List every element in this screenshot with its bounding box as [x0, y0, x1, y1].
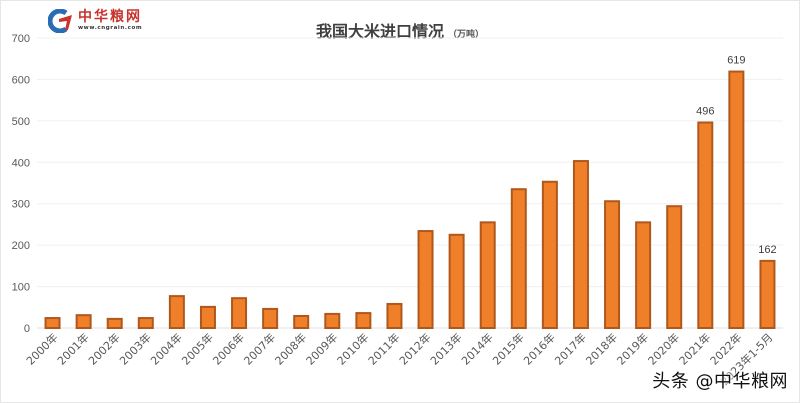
y-tick-label: 600	[12, 74, 30, 86]
bar	[417, 230, 434, 329]
x-tick-label: 2002年	[85, 330, 122, 367]
data-label: 496	[696, 106, 714, 118]
x-tick-label: 2012年	[396, 330, 433, 367]
bar	[386, 302, 403, 330]
bar	[168, 295, 185, 330]
chart-title-unit: （万吨）	[448, 30, 485, 40]
bar	[510, 188, 527, 329]
bar	[635, 221, 652, 330]
y-tick-label: 300	[12, 199, 30, 211]
data-label: 162	[758, 244, 776, 256]
bar	[106, 317, 123, 329]
x-tick-label: 2010年	[334, 330, 371, 367]
brand-logo: 中华粮网 www.cngrain.com	[47, 6, 143, 36]
x-tick-label: 2000年	[23, 330, 60, 367]
bar	[231, 297, 248, 329]
x-tick-label: 2008年	[272, 330, 309, 367]
x-tick-label: 2005年	[179, 330, 216, 367]
logo-url: www.cngrain.com	[78, 25, 143, 31]
bar	[262, 307, 279, 330]
bar	[293, 314, 310, 330]
bar	[604, 200, 621, 330]
bar	[355, 312, 372, 330]
chart-title: 我国大米进口情况 （万吨）	[0, 18, 800, 42]
bar	[541, 180, 558, 329]
x-tick-label: 2017年	[552, 330, 589, 367]
x-tick-label: 2018年	[583, 330, 620, 367]
bar	[728, 70, 745, 330]
bar	[479, 221, 496, 330]
bar	[448, 233, 465, 330]
y-tick-label: 400	[12, 157, 30, 169]
x-tick-label: 2021年	[676, 330, 713, 367]
x-tick-label: 2001年	[54, 330, 91, 367]
x-tick-label: 2013年	[427, 330, 464, 367]
bar	[697, 121, 714, 329]
bar	[572, 160, 589, 329]
y-tick-label: 700	[12, 33, 30, 45]
bar	[759, 259, 776, 329]
bar	[324, 312, 341, 329]
watermark: 头条 @中华粮网	[652, 371, 788, 392]
x-tick-label: 2009年	[303, 330, 340, 367]
logo-name: 中华粮网	[78, 9, 142, 25]
y-tick-label: 200	[12, 240, 30, 252]
bar	[137, 317, 154, 329]
cngrain-logo-icon	[47, 8, 74, 34]
bar	[199, 305, 216, 329]
x-tick-label: 2016年	[521, 330, 558, 367]
x-tick-label: 2006年	[210, 330, 247, 367]
x-tick-label: 2004年	[148, 330, 185, 367]
x-tick-label: 2007年	[241, 330, 278, 367]
x-tick-label: 2014年	[458, 330, 495, 367]
y-tick-label: 500	[12, 116, 30, 128]
x-tick-label: 2020年	[645, 330, 682, 367]
bar	[44, 317, 61, 329]
y-tick-label: 100	[12, 282, 30, 294]
x-tick-label: 2011年	[365, 330, 402, 367]
bar	[666, 205, 683, 329]
data-label: 619	[727, 55, 745, 67]
y-tick-label: 0	[24, 323, 30, 335]
x-tick-label: 2015年	[489, 330, 526, 367]
x-tick-label: 2019年	[614, 330, 651, 367]
x-tick-label: 2003年	[116, 330, 153, 367]
chart-title-main: 我国大米进口情况	[315, 22, 444, 41]
bar	[75, 314, 92, 329]
